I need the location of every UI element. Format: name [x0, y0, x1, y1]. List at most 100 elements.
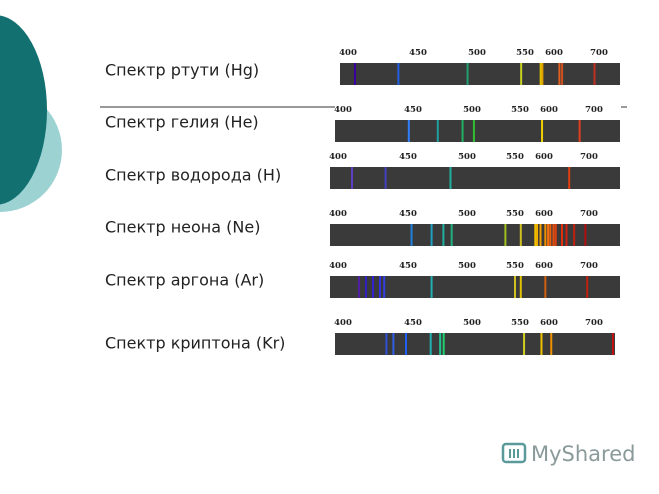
spectrum-strip [335, 120, 620, 142]
tick-label: 700 [590, 48, 608, 58]
spectral-line [540, 333, 543, 355]
spectral-line [442, 333, 445, 355]
spectral-line [586, 276, 589, 298]
spectral-line [523, 333, 526, 355]
spectral-line [392, 333, 395, 355]
logo-text: MyShared [531, 442, 635, 466]
spectral-line [539, 224, 542, 246]
logo: MyShared [501, 442, 635, 466]
spectral-line [397, 63, 400, 85]
spectrum-label: Спектр гелия (He) [105, 113, 259, 132]
tick-label: 550 [511, 105, 529, 115]
spectral-line [520, 63, 523, 85]
tick-label: 400 [329, 152, 347, 162]
spectral-line [472, 120, 475, 142]
spectral-line [514, 276, 516, 298]
spectral-line [552, 224, 555, 246]
spectral-line [541, 120, 544, 142]
spectral-line [430, 224, 433, 246]
spectral-line [430, 276, 433, 298]
tick-label: 600 [535, 209, 553, 219]
spectral-line [547, 224, 550, 246]
tick-label: 500 [458, 209, 476, 219]
tick-label: 400 [334, 318, 352, 328]
tick-label: 600 [535, 261, 553, 271]
spectral-line [554, 224, 557, 246]
tick-label: 700 [585, 318, 603, 328]
tick-label: 550 [506, 152, 524, 162]
spectral-line [354, 63, 356, 85]
spectral-line [442, 224, 445, 246]
tick-label: 500 [468, 48, 486, 58]
spectral-line [385, 333, 388, 355]
spectral-line [550, 333, 553, 355]
spectrum-label: Спектр водорода (H) [105, 166, 281, 185]
spectral-line [405, 333, 407, 355]
spectral-line [351, 167, 353, 189]
tick-label: 550 [511, 318, 529, 328]
spectral-line [549, 224, 552, 246]
tick-label: 500 [463, 105, 481, 115]
tick-label: 450 [399, 261, 417, 271]
spectral-line [410, 224, 413, 246]
spectral-line [534, 224, 537, 246]
spectral-line [584, 224, 587, 246]
spectral-line [358, 276, 360, 298]
spectral-line [568, 167, 571, 189]
tick-label: 600 [540, 105, 558, 115]
spectrum-strip [335, 333, 615, 355]
tick-label: 500 [463, 318, 481, 328]
spectral-line [379, 276, 381, 298]
tick-label: 400 [339, 48, 357, 58]
spectrum-label: Спектр ртути (Hg) [105, 61, 259, 80]
spectral-line [439, 333, 442, 355]
spectrum-label: Спектр криптона (Kr) [105, 334, 285, 353]
spectral-line [372, 276, 374, 298]
spectral-line [519, 276, 522, 298]
tick-label: 450 [404, 105, 422, 115]
spectrum-label: Спектр неона (Ne) [105, 218, 260, 237]
spectral-line [541, 63, 544, 85]
spectral-line [365, 276, 367, 298]
spectral-line [544, 224, 547, 246]
tick-label: 550 [516, 48, 534, 58]
spectral-line [612, 333, 614, 355]
spectral-line [539, 63, 542, 85]
logo-icon [501, 442, 527, 464]
deco-circle [0, 15, 47, 205]
tick-label: 450 [404, 318, 422, 328]
spectral-line [561, 63, 564, 85]
tick-label: 700 [580, 261, 598, 271]
spectrum-strip [330, 224, 620, 246]
spectral-line [407, 120, 410, 142]
tick-label: 450 [399, 209, 417, 219]
spectral-line [466, 63, 469, 85]
spectral-line [383, 276, 386, 298]
spectral-line [519, 224, 522, 246]
spectral-line [593, 63, 596, 85]
spectrum-strip [330, 167, 620, 189]
spectral-line [573, 224, 576, 246]
tick-label: 700 [580, 209, 598, 219]
spectral-line [384, 167, 387, 189]
tick-label: 450 [399, 152, 417, 162]
tick-label: 400 [329, 261, 347, 271]
spectral-line [536, 224, 539, 246]
spectral-line [429, 333, 432, 355]
tick-label: 600 [540, 318, 558, 328]
tick-label: 700 [585, 105, 603, 115]
tick-label: 500 [458, 152, 476, 162]
tick-label: 500 [458, 261, 476, 271]
spectral-line [544, 276, 547, 298]
spectral-line [436, 120, 439, 142]
spectral-line [504, 224, 507, 246]
tick-label: 600 [545, 48, 563, 58]
tick-label: 550 [506, 261, 524, 271]
spectrum-label: Спектр аргона (Ar) [105, 271, 264, 290]
tick-label: 600 [535, 152, 553, 162]
spectral-line [450, 224, 453, 246]
tick-label: 400 [334, 105, 352, 115]
spectral-line [461, 120, 464, 142]
tick-label: 400 [329, 209, 347, 219]
